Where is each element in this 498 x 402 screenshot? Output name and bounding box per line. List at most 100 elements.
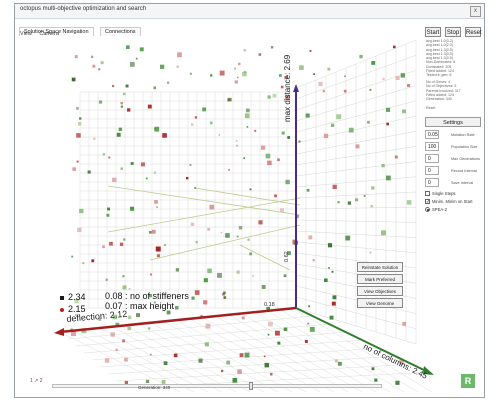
solution-point[interactable] [267, 95, 271, 99]
solution-point[interactable] [107, 207, 111, 211]
solution-point[interactable] [395, 380, 400, 385]
solution-point[interactable] [154, 200, 158, 204]
solution-point[interactable] [207, 227, 211, 231]
solution-point[interactable] [237, 76, 239, 79]
solution-point[interactable] [374, 378, 378, 382]
solution-point[interactable] [249, 252, 253, 256]
solution-point[interactable] [237, 369, 242, 374]
solution-point[interactable] [274, 194, 277, 198]
solution-point[interactable] [347, 201, 352, 205]
solution-point[interactable] [162, 133, 167, 138]
solution-point[interactable] [283, 327, 288, 332]
solution-point[interactable] [324, 278, 328, 283]
solution-point[interactable] [123, 92, 126, 96]
solution-point[interactable] [242, 71, 247, 77]
solution-point[interactable] [243, 48, 247, 52]
solution-point[interactable] [175, 268, 180, 272]
solution-point[interactable] [120, 167, 123, 170]
solution-point[interactable] [386, 122, 389, 126]
solution-point[interactable] [190, 222, 195, 227]
solution-point[interactable] [189, 72, 192, 75]
solution-point[interactable] [153, 301, 156, 304]
solution-point[interactable] [313, 73, 315, 75]
solution-point[interactable] [367, 120, 370, 124]
solution-point[interactable] [122, 285, 127, 290]
solution-point[interactable] [118, 127, 123, 131]
solution-point[interactable] [124, 380, 128, 385]
record-interval-field[interactable]: 0 [425, 166, 439, 175]
solution-point[interactable] [176, 65, 179, 68]
solution-point[interactable] [195, 241, 198, 244]
solution-point[interactable] [115, 322, 120, 327]
solution-point[interactable] [225, 233, 230, 238]
solution-point[interactable] [140, 162, 145, 167]
solution-point[interactable] [226, 360, 231, 365]
solution-point[interactable] [77, 227, 82, 233]
solution-point[interactable] [235, 140, 238, 142]
close-icon[interactable]: x [470, 6, 481, 17]
solution-point[interactable] [381, 230, 386, 236]
solution-point[interactable] [119, 242, 124, 247]
solution-point[interactable] [127, 326, 132, 331]
spea2-radio[interactable] [425, 207, 430, 212]
solution-point[interactable] [91, 259, 95, 263]
solution-point[interactable] [258, 53, 262, 56]
solution-point[interactable] [148, 294, 153, 298]
solution-point[interactable] [149, 273, 152, 276]
solution-point[interactable] [205, 323, 211, 329]
solution-point[interactable] [124, 357, 128, 362]
solution-point[interactable] [270, 373, 273, 376]
solution-point[interactable] [204, 342, 209, 347]
solution-point[interactable] [125, 45, 130, 49]
solution-point[interactable] [243, 157, 245, 159]
solution-point[interactable] [98, 100, 103, 104]
solution-point[interactable] [399, 360, 404, 365]
solution-point[interactable] [402, 109, 406, 114]
solution-point[interactable] [108, 156, 111, 159]
solution-point[interactable] [344, 75, 346, 78]
solution-point[interactable] [385, 175, 391, 181]
solution-point[interactable] [406, 200, 412, 205]
solution-point[interactable] [130, 206, 135, 211]
solution-point[interactable] [127, 108, 131, 112]
solution-point[interactable] [306, 188, 310, 192]
solution-point[interactable] [163, 361, 168, 366]
solution-point[interactable] [402, 321, 406, 326]
solution-point[interactable] [261, 285, 266, 289]
solution-point[interactable] [100, 61, 104, 65]
solution-point[interactable] [348, 127, 354, 133]
solution-point[interactable] [363, 195, 366, 197]
solution-point[interactable] [128, 288, 131, 290]
solution-point[interactable] [267, 333, 270, 336]
solution-point[interactable] [130, 162, 134, 165]
solution-point[interactable] [167, 81, 170, 84]
solution-point[interactable] [370, 205, 373, 208]
solution-point[interactable] [90, 55, 94, 58]
solution-point[interactable] [161, 380, 166, 384]
solution-point[interactable] [74, 55, 78, 59]
solution-point[interactable] [115, 348, 118, 352]
solution-point[interactable] [116, 132, 121, 137]
solution-point[interactable] [154, 126, 160, 132]
solution-point[interactable] [76, 107, 79, 110]
solution-point[interactable] [149, 230, 152, 234]
solution-point[interactable] [236, 270, 240, 274]
solution-point[interactable] [334, 359, 338, 363]
solution-point[interactable] [355, 144, 360, 149]
solution-point[interactable] [337, 201, 340, 204]
solution-point[interactable] [392, 45, 396, 49]
solution-point[interactable] [72, 167, 76, 171]
solution-point[interactable] [312, 259, 315, 262]
solution-point[interactable] [145, 177, 148, 180]
solution-point[interactable] [232, 377, 238, 383]
solution-point[interactable] [400, 73, 406, 78]
solution-point[interactable] [76, 133, 81, 138]
solution-point[interactable] [92, 64, 96, 68]
solution-point[interactable] [127, 315, 132, 320]
solution-point[interactable] [189, 164, 192, 166]
solution-point[interactable] [355, 198, 359, 202]
solution-point[interactable] [220, 231, 223, 234]
solution-point[interactable] [308, 305, 311, 308]
solution-point[interactable] [267, 160, 272, 166]
